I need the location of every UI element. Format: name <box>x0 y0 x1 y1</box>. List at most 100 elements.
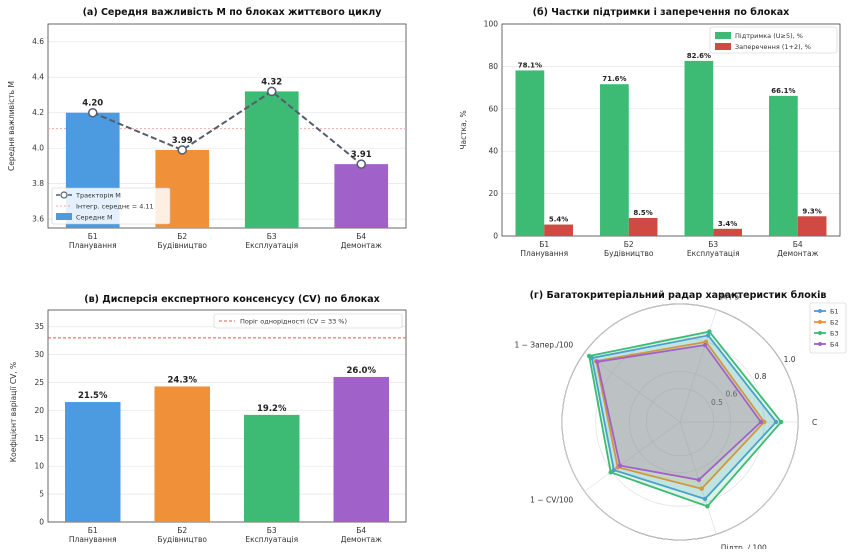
panel-d-rtick: 0.6 <box>726 389 738 398</box>
panel-b-bar <box>544 224 573 236</box>
panel-a-legend-bar-swatch <box>56 213 72 220</box>
panel-b: (б) Частки підтримки і заперечення по бл… <box>459 7 841 258</box>
panel-a-ylabel: Середня важливість M <box>7 81 16 171</box>
panel-a-ytick: 3.6 <box>32 215 44 224</box>
panel-a-trajectory-point <box>177 145 187 155</box>
panel-d-axis-label: Підтр. / 100 <box>721 544 767 549</box>
panel-c-ytick: 25 <box>34 378 44 387</box>
panel-b-xtick: Б4 Демонтаж <box>777 240 819 258</box>
panel-a-xtick: Б1 Планування <box>69 232 117 250</box>
panel-c-bar <box>154 386 210 522</box>
panel-c-xtick: Б3 Експлуатація <box>245 526 298 544</box>
panel-d-legend-marker <box>818 309 822 313</box>
panel-b-value-label: 3.4% <box>718 220 737 228</box>
panel-d-series-point <box>702 342 708 348</box>
panel-c-value-label: 19.2% <box>257 404 287 414</box>
panel-d-series-point <box>699 486 704 491</box>
panel-b-ytick: 100 <box>484 20 499 29</box>
panel-a-ytick: 4.6 <box>32 37 44 46</box>
panel-c-ytick: 20 <box>34 406 44 415</box>
panel-b-ytick: 60 <box>488 104 498 113</box>
panel-a-trajectory-point <box>88 107 98 118</box>
panel-c-plot-frame <box>47 309 407 523</box>
panel-a-legend-label: Інтегр. середнє = 4.11 <box>76 203 154 211</box>
panel-a-ytick: 4.4 <box>32 73 44 82</box>
panel-c-ytick: 10 <box>34 462 44 471</box>
panel-a-legend-label: Траєкторія M <box>75 192 121 200</box>
panel-a-value-label: 4.32 <box>261 77 282 87</box>
panel-c-value-label: 24.3% <box>168 375 198 385</box>
panel-d-axis-label: C <box>812 418 817 427</box>
panel-b-value-label: 78.1% <box>518 61 542 69</box>
panel-b-value-label: 66.1% <box>771 87 795 95</box>
panel-d-series-point <box>773 419 779 425</box>
panel-b-xtick: Б2 Будівництво <box>604 240 654 258</box>
panel-c-ylabel: Коефіцієнт варіації CV, % <box>9 362 18 462</box>
panel-d-legend-marker <box>818 331 822 335</box>
panel-a-value-label: 3.99 <box>172 136 193 146</box>
panel-d-legend-marker <box>818 342 822 346</box>
panel-c-legend <box>213 313 403 329</box>
panel-d-series-point <box>762 419 767 425</box>
panel-a-ytick: 4.2 <box>32 108 44 117</box>
panel-b-legend-swatch <box>715 43 731 50</box>
panel-c-value-label: 21.5% <box>78 391 108 401</box>
panel-b-ylabel: Частка, % <box>459 110 468 149</box>
panel-c-ytick: 5 <box>39 490 44 499</box>
panel-d-spoke <box>584 352 681 423</box>
panel-b-bar <box>600 84 629 236</box>
panel-c-ytick: 35 <box>34 322 44 331</box>
panel-b-bar <box>769 95 798 236</box>
panel-d-series-point <box>586 353 592 359</box>
panel-a-trajectory-point <box>356 159 366 169</box>
panel-b-bar <box>515 70 545 236</box>
panel-b-legend-swatch <box>715 32 731 39</box>
panel-c-bar <box>65 402 121 522</box>
panel-b-value-label: 8.5% <box>633 209 652 217</box>
panel-b-bar <box>713 228 742 236</box>
panel-b-legend <box>709 26 838 54</box>
panel-c: (в) Дисперсія експертного консенсусу (CV… <box>9 294 407 544</box>
panel-c-legend-label: Поріг однорідності (CV = 33 %) <box>240 318 347 326</box>
panel-c-ytick: 15 <box>34 434 44 443</box>
panel-b-value-label: 82.6% <box>687 52 711 60</box>
panel-b-title: (б) Частки підтримки і заперечення по бл… <box>533 7 790 18</box>
panel-d-series-point <box>617 463 623 468</box>
panel-a-bar <box>244 91 299 229</box>
panel-a-xtick: Б2 Будівництво <box>157 232 207 250</box>
panel-d-legend-label: Б2 <box>830 319 839 327</box>
panel-d-series-polygon <box>595 340 766 490</box>
panel-d-rtick: 0.8 <box>755 372 767 381</box>
panel-a-value-label: 3.91 <box>351 150 372 160</box>
panel-b-legend-label: Заперечення (1+2), % <box>735 43 811 51</box>
panel-d-axis-label: 1 − CV/100 <box>530 496 573 505</box>
panel-a-ytick: 4.0 <box>32 144 44 153</box>
panel-d-legend <box>809 302 847 354</box>
panel-a-xtick: Б3 Експлуатація <box>245 232 298 250</box>
panel-c-ytick: 30 <box>34 350 44 359</box>
panel-d-series-point <box>696 477 702 483</box>
panel-b-value-label: 5.4% <box>549 216 568 224</box>
panel-b-ytick: 0 <box>493 232 498 241</box>
panel-a-ytick: 3.8 <box>32 179 44 188</box>
panel-a-xtick: Б4 Демонтаж <box>341 232 383 250</box>
panel-b-ytick: 40 <box>488 147 498 156</box>
panel-d-series-point <box>705 504 710 509</box>
panel-d-series-point <box>778 419 784 425</box>
panel-d-spoke <box>679 309 717 423</box>
panel-d-series-polygon <box>596 344 763 481</box>
panel-d-spoke <box>584 421 681 492</box>
panel-a-value-label: 4.20 <box>82 99 103 109</box>
panel-c-xtick: Б1 Планування <box>69 526 117 544</box>
panel-d-rtick: 1.0 <box>784 355 796 364</box>
panel-c-xtick: Б2 Будівництво <box>157 526 207 544</box>
panel-c-value-label: 26.0% <box>347 366 377 376</box>
panel-a-legend <box>51 187 171 225</box>
panel-c-title: (в) Дисперсія експертного консенсусу (CV… <box>84 294 380 305</box>
panel-d-series-point <box>758 419 764 425</box>
panel-d-axis-label: M / 5 <box>721 292 740 301</box>
panel-c-bar <box>333 376 389 522</box>
panel-b-value-label: 71.6% <box>602 75 626 83</box>
